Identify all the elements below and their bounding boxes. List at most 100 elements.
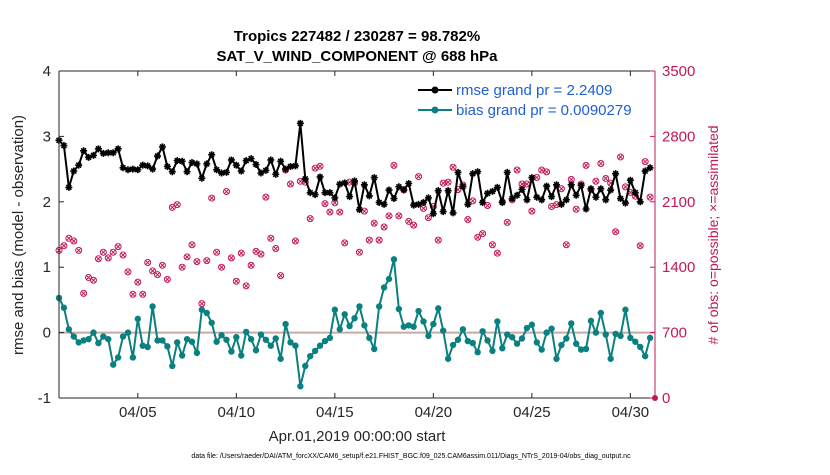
rmse-point	[415, 200, 423, 208]
rmse-point	[597, 185, 605, 193]
legend-bias-marker	[431, 106, 439, 114]
bias-point	[218, 332, 225, 339]
bias-point	[592, 329, 600, 336]
bias-point	[95, 339, 102, 347]
bias-point	[149, 303, 156, 310]
y-left-tick-label: -1	[38, 390, 51, 407]
obs-assimilated-point	[529, 208, 535, 214]
rmse-point	[237, 167, 245, 175]
obs-assimilated-point	[425, 215, 432, 221]
bias-point	[390, 256, 398, 263]
obs-possible-point	[316, 162, 324, 170]
obs-possible-point	[597, 159, 605, 167]
bias-point	[612, 330, 619, 338]
obs-possible-point	[444, 178, 452, 186]
bias-point	[489, 347, 496, 355]
obs-assimilated-point	[573, 206, 579, 212]
rmse-point	[424, 194, 432, 202]
bias-point	[346, 322, 353, 330]
obs-assimilated-point	[322, 201, 328, 207]
rmse-point	[621, 199, 629, 207]
obs-assimilated-point	[169, 204, 175, 211]
data-file-footnote: data file: /Users/raeder/DAI/ATM_forcXX/…	[191, 453, 631, 460]
obs-assimilated-point	[218, 264, 225, 270]
bias-point	[627, 334, 634, 342]
obs-assimilated-point	[622, 184, 629, 190]
legend-box	[413, 78, 653, 120]
bias-point	[474, 349, 481, 356]
rmse-point	[144, 162, 152, 170]
y-right-tick-label: 0	[662, 390, 670, 407]
obs-assimilated-point	[248, 262, 254, 268]
obs-possible-point	[272, 245, 280, 253]
rmse-point	[311, 191, 319, 199]
bias-point	[508, 333, 516, 341]
obs-assimilated-point	[519, 181, 525, 187]
bias-point	[395, 305, 403, 313]
rmse-point	[173, 157, 181, 165]
obs-assimilated-point	[484, 202, 491, 209]
obs-assimilated-point	[642, 158, 648, 165]
obs-possible-point	[70, 237, 78, 245]
obs-possible-point	[163, 275, 171, 283]
rmse-point	[242, 157, 250, 165]
rmse-point	[252, 161, 260, 169]
obs-possible-point	[114, 243, 122, 251]
rmse-point	[163, 162, 171, 170]
bias-point	[356, 303, 363, 310]
rmse-point	[513, 191, 521, 199]
obs-possible-point	[464, 216, 472, 224]
rmse-point	[282, 165, 290, 173]
axes: -1 0 1 2 3 4 0 700 1400 2100 2800 3500 04/05 04/10 04/…	[38, 63, 696, 421]
rmse-point	[355, 206, 363, 214]
rmse-point	[636, 198, 644, 206]
obs-possible-point	[287, 180, 295, 188]
obs-possible-point	[193, 258, 201, 266]
obs-count-series	[55, 153, 658, 401]
rmse-point	[188, 159, 196, 167]
bias-point	[528, 321, 536, 328]
obs-possible-point	[203, 257, 211, 265]
obs-assimilated-point	[381, 224, 387, 230]
bias-point	[203, 309, 210, 317]
rmse-point	[365, 192, 373, 200]
bias-point	[577, 346, 585, 353]
rmse-point	[277, 157, 285, 165]
obs-possible-point	[144, 259, 152, 267]
bias-point	[326, 334, 334, 342]
obs-possible-point	[60, 242, 68, 250]
rmse-point	[533, 193, 541, 201]
obs-possible-point	[208, 194, 216, 202]
bias-point	[410, 323, 417, 330]
obs-assimilated-point	[258, 251, 264, 257]
obs-possible-point	[592, 177, 600, 185]
obs-possible-point	[99, 248, 107, 256]
bias-point	[425, 332, 432, 340]
bias-point	[622, 306, 629, 313]
bias-point	[247, 335, 255, 343]
obs-assimilated-point	[376, 237, 382, 243]
bias-point	[139, 342, 146, 349]
obs-possible-point	[336, 208, 344, 216]
y-axis-right-label: # of obs: o=possible; ×=assimilated	[705, 125, 721, 344]
obs-assimilated-point	[292, 238, 299, 244]
rmse-point	[158, 143, 166, 151]
y-left-tick-label: 1	[43, 259, 51, 276]
rmse-point	[444, 187, 452, 195]
bias-point	[351, 315, 358, 322]
rmse-point	[626, 176, 634, 184]
obs-assimilated-point	[209, 195, 215, 201]
obs-possible-point	[227, 254, 235, 262]
obs-assimilated-point	[204, 258, 210, 264]
obs-assimilated-point	[268, 235, 274, 241]
obs-possible-point	[479, 230, 487, 238]
obs-assimilated-point	[179, 264, 185, 270]
legend-rmse-label: rmse grand pr = 2.2409	[456, 82, 612, 99]
y-right-tick-label: 2800	[662, 128, 695, 145]
bias-point	[637, 343, 644, 351]
obs-possible-point	[488, 241, 496, 249]
obs-assimilated-point	[332, 200, 338, 206]
obs-assimilated-point	[199, 300, 205, 307]
obs-assimilated-point	[125, 269, 131, 275]
